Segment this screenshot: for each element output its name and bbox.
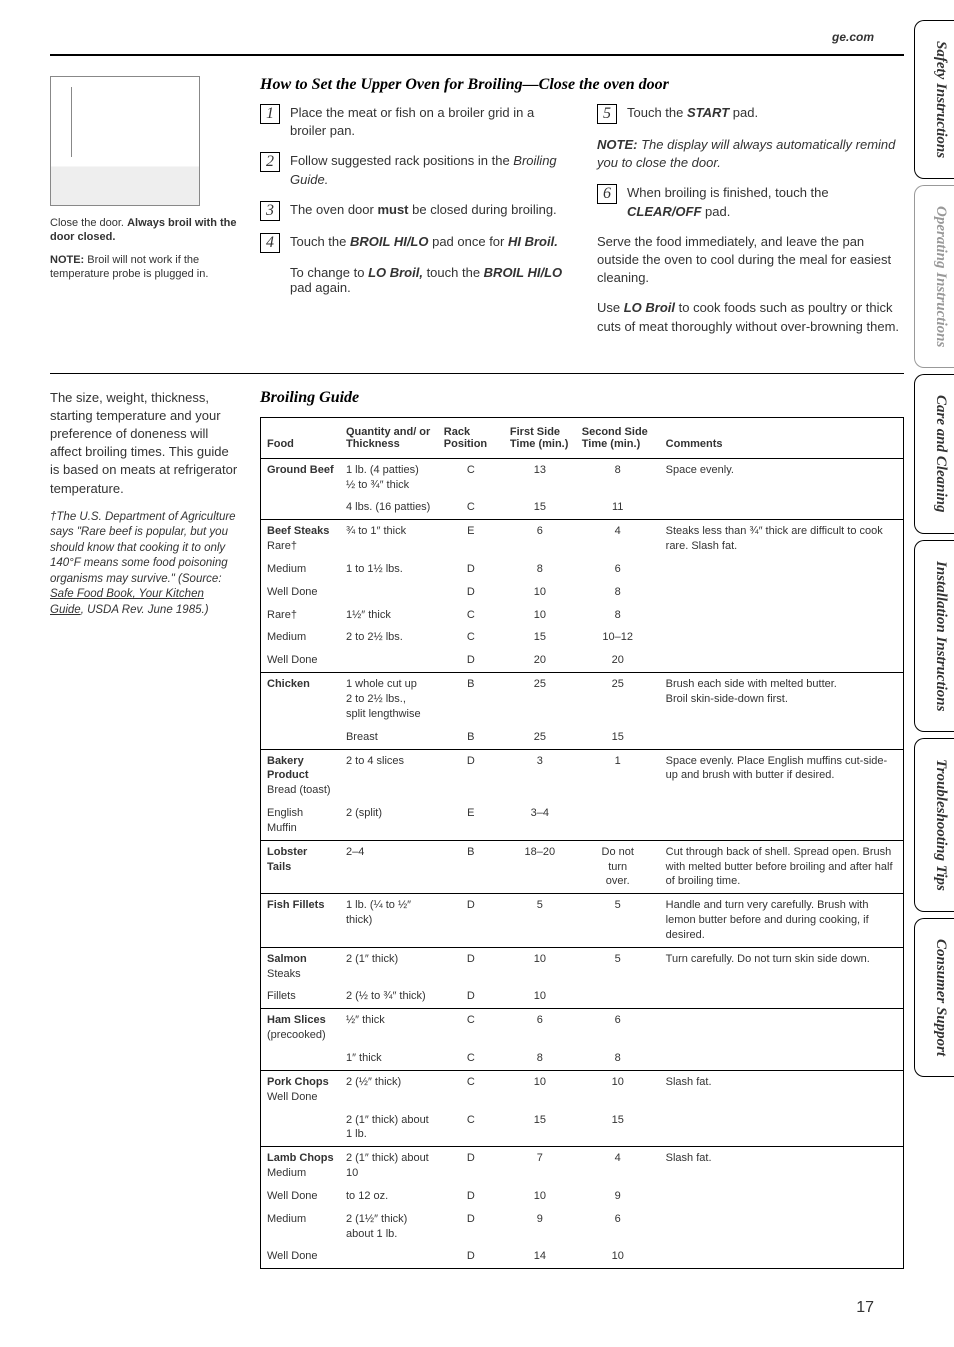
th-qty: Quantity and/ or Thickness: [340, 417, 438, 458]
top-section: Close the door. Always broil with the do…: [50, 76, 904, 348]
table-row: Beef SteaksRare† ¾ to 1″ thick E 6 4 Ste…: [261, 520, 904, 558]
table-row: Lobster Tails 2–4 B 18–20 Do notturnover…: [261, 840, 904, 894]
step-text-2: Follow suggested rack positions in the B…: [290, 152, 567, 188]
table-row: Well Done D 14 10: [261, 1245, 904, 1268]
oven-icon: [50, 76, 200, 206]
th-comments: Comments: [660, 417, 904, 458]
page-number: 17: [50, 1299, 904, 1317]
step-num-5: 5: [597, 104, 617, 124]
table-row: Lamb ChopsMedium 2 (1″ thick) about 10 D…: [261, 1147, 904, 1185]
rule-mid: [50, 373, 904, 374]
step-text-4: Touch the BROIL HI/LO pad once for HI Br…: [290, 233, 567, 253]
th-side2: Second Side Time (min.): [576, 417, 660, 458]
table-row: SalmonSteaks 2 (1″ thick) D 10 5 Turn ca…: [261, 947, 904, 985]
th-side1: First Side Time (min.): [504, 417, 576, 458]
table-row: Medium 2 to 2½ lbs. C 15 10–12: [261, 626, 904, 649]
broiling-table: Food Quantity and/ or Thickness Rack Pos…: [260, 417, 904, 1270]
table-row: Fillets 2 (½ to ¾″ thick) D 10: [261, 985, 904, 1008]
guide-intro: The size, weight, thickness, starting te…: [50, 389, 240, 498]
steps-left: 1 Place the meat or fish on a broiler gri…: [260, 104, 567, 348]
table-row: Medium 1 to 1½ lbs. D 8 6: [261, 558, 904, 581]
left-column: Close the door. Always broil with the do…: [50, 76, 240, 348]
step-text-3: The oven door must be closed during broi…: [290, 201, 567, 221]
lo-broil-text: Use LO Broil to cook foods such as poult…: [597, 299, 904, 335]
caption2-bold: NOTE:: [50, 254, 84, 266]
step-2: 2 Follow suggested rack positions in the …: [260, 152, 567, 188]
table-row: Ground Beef 1 lb. (4 patties)½ to ¾″ thi…: [261, 458, 904, 496]
step-num-2: 2: [260, 152, 280, 172]
table-row: Pork ChopsWell Done 2 (½″ thick) C 10 10…: [261, 1070, 904, 1108]
table-row: 1″ thick C 8 8: [261, 1047, 904, 1070]
table-row: Fish Fillets 1 lb. (¼ to ½″ thick) D 5 5…: [261, 894, 904, 948]
guide-section: The size, weight, thickness, starting te…: [50, 389, 904, 1270]
caption-note: NOTE: Broil will not work if the tempera…: [50, 253, 240, 282]
table-row: Breast B 25 15: [261, 726, 904, 749]
table-row: 2 (1″ thick) about 1 lb. C 15 15: [261, 1109, 904, 1147]
step-4: 4 Touch the BROIL HI/LO pad once for HI B…: [260, 233, 567, 253]
table-row: Chicken 1 whole cut up2 to 2½ lbs.,split…: [261, 673, 904, 726]
note-display: NOTE: The display will always automatica…: [597, 136, 904, 172]
th-rack: Rack Position: [438, 417, 504, 458]
table-row: Rare† 1½″ thick C 10 8: [261, 604, 904, 627]
table-row: Well Done D 20 20: [261, 649, 904, 672]
table-row: Well Done D 10 8: [261, 581, 904, 604]
caption1-text: Close the door.: [50, 217, 127, 229]
step-num-1: 1: [260, 104, 280, 124]
steps-right: 5 Touch the START pad. NOTE: The display …: [597, 104, 904, 348]
caption-close-door: Close the door. Always broil with the do…: [50, 216, 240, 245]
table-row: 4 lbs. (16 patties) C 15 11: [261, 496, 904, 519]
table-row: Ham Slices(precooked) ½″ thick C 6 6: [261, 1009, 904, 1047]
site-link[interactable]: ge.com: [50, 30, 904, 44]
serve-text: Serve the food immediately, and leave th…: [597, 233, 904, 288]
table-header-row: Food Quantity and/ or Thickness Rack Pos…: [261, 417, 904, 458]
table-row: Bakery ProductBread (toast) 2 to 4 slice…: [261, 749, 904, 802]
table-row: Well Done to 12 oz. D 10 9: [261, 1185, 904, 1208]
after-step-4: To change to LO Broil, touch the BROIL H…: [290, 265, 567, 295]
steps-row: 1 Place the meat or fish on a broiler gri…: [260, 104, 904, 348]
th-food: Food: [261, 417, 340, 458]
step-1: 1 Place the meat or fish on a broiler gri…: [260, 104, 567, 140]
step-text-6: When broiling is finished, touch the CLE…: [627, 184, 904, 220]
guide-title: Broiling Guide: [260, 389, 904, 407]
guide-right: Broiling Guide Food Quantity and/ or Thi…: [260, 389, 904, 1270]
rule-top: [50, 54, 904, 56]
step-text-1: Place the meat or fish on a broiler grid…: [290, 104, 567, 140]
guide-foot: †The U.S. Department of Agriculture says…: [50, 510, 240, 619]
table-row: Medium 2 (1½″ thick) about 1 lb. D 9 6: [261, 1208, 904, 1246]
table-row: English Muffin 2 (split) E 3–4: [261, 802, 904, 840]
section-title-broil: How to Set the Upper Oven for Broiling—C…: [260, 76, 904, 94]
guide-left: The size, weight, thickness, starting te…: [50, 389, 240, 1270]
step-3: 3 The oven door must be closed during bro…: [260, 201, 567, 221]
step-6: 6 When broiling is finished, touch the CL…: [597, 184, 904, 220]
step-num-6: 6: [597, 184, 617, 204]
step-num-3: 3: [260, 201, 280, 221]
step-num-4: 4: [260, 233, 280, 253]
step-5: 5 Touch the START pad.: [597, 104, 904, 124]
step-text-5: Touch the START pad.: [627, 104, 904, 124]
right-column-top: How to Set the Upper Oven for Broiling—C…: [260, 76, 904, 348]
page-content: ge.com Close the door. Always broil with…: [0, 0, 954, 1347]
